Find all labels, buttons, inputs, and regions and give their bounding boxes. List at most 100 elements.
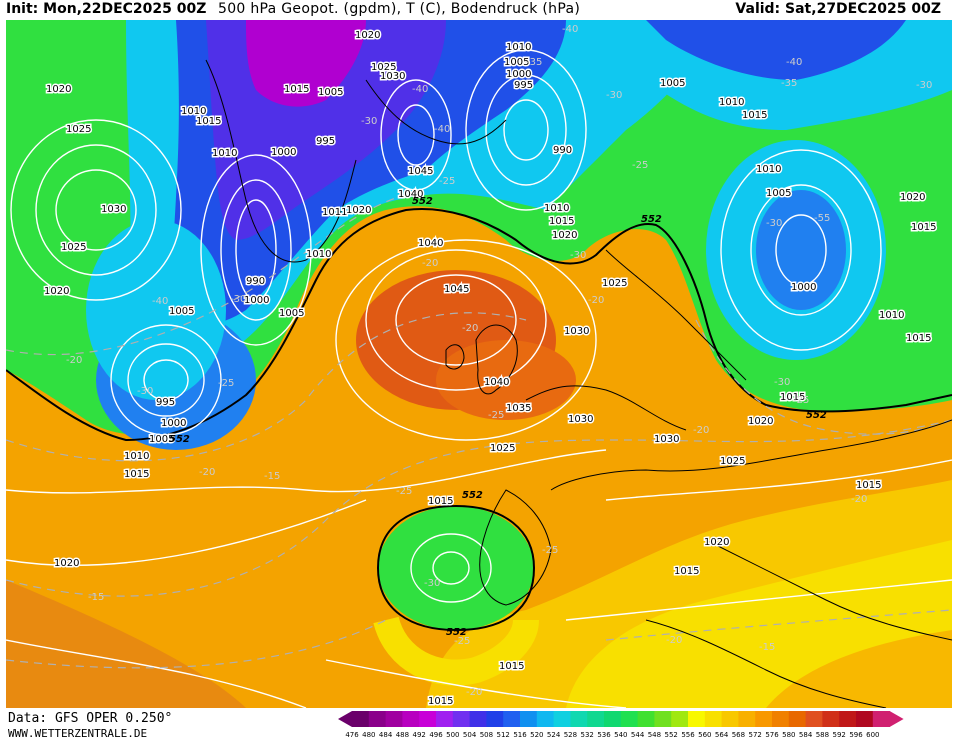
pressure-label: 1025	[66, 124, 91, 135]
colorbar-swatch	[620, 711, 639, 727]
pressure-label: 1015	[911, 222, 936, 233]
pressure-label: 1025	[61, 242, 86, 253]
field-ridge-red2	[436, 340, 576, 420]
pressure-label: 1005	[766, 188, 791, 199]
line-label-552: 552	[446, 627, 467, 638]
colorbar-swatch	[839, 711, 857, 727]
colorbar-swatch	[553, 711, 571, 727]
pressure-label: 1000	[791, 282, 816, 293]
temp-label: -25	[488, 410, 504, 421]
line-label-552: 552	[412, 196, 433, 207]
colorbar-swatch	[805, 711, 823, 727]
temp-label: -15	[88, 592, 104, 603]
pressure-label: 1030	[101, 204, 126, 215]
colorbar-tick-label: 572	[748, 731, 762, 739]
colorbar-swatch	[755, 711, 773, 727]
pressure-label: 990	[553, 145, 572, 156]
colorbar-tick-label: 548	[647, 731, 662, 739]
pressure-label: 1000	[506, 69, 531, 80]
pressure-label: 1010	[719, 97, 744, 108]
data-source: Data: GFS OPER 0.250°	[8, 711, 173, 726]
pressure-label: 1025	[371, 62, 396, 73]
temp-label: -35	[526, 57, 542, 68]
pressure-label: 995	[514, 80, 533, 91]
colorbar-tick-label: 580	[782, 731, 796, 739]
line-label-552: 552	[806, 410, 827, 421]
colorbar-tick-label: 496	[429, 731, 443, 739]
pressure-label: 1010	[506, 42, 531, 53]
temp-label: -20	[66, 355, 82, 366]
pressure-label: 1030	[568, 414, 593, 425]
pressure-label: 1010	[124, 451, 149, 462]
pressure-label: 1011	[322, 207, 347, 218]
pressure-label: 1030	[380, 71, 405, 82]
pressure-label: 1015	[906, 333, 931, 344]
colorbar-tick-label: 600	[866, 731, 880, 739]
colorbar-arrow-left	[338, 711, 352, 727]
colorbar-tick-label: 568	[731, 731, 746, 739]
temp-label: -35	[781, 78, 797, 89]
pressure-label: 1015	[428, 696, 453, 707]
temp-label: -25	[793, 395, 809, 406]
pressure-label: 1040	[398, 189, 423, 200]
temp-label: -30	[774, 377, 790, 388]
colorbar-swatch	[671, 711, 689, 727]
pressure-label: 1005	[660, 78, 685, 89]
colorbar-tick-label: 596	[849, 731, 863, 739]
temp-label: -40	[434, 124, 450, 135]
pressure-label: 1015	[674, 566, 699, 577]
colorbar-tick-label: 504	[462, 731, 477, 739]
pressure-label: 1025	[602, 278, 627, 289]
line-label-552: 552	[641, 214, 662, 225]
map-title: 500 hPa Geopot. (gpdm), T (C), Bodendruc…	[218, 1, 581, 17]
colorbar-swatch	[738, 711, 756, 727]
pressure-label: 1020	[552, 230, 577, 241]
colorbar-tick-label: 512	[496, 731, 510, 739]
colorbar-swatch	[587, 711, 605, 727]
weather-map: 1020 1025 1030 1025 1020 1010 1015 1010 …	[6, 20, 952, 708]
temp-label: -40	[152, 296, 168, 307]
colorbar-swatch	[368, 711, 387, 727]
pressure-label: 1020	[54, 558, 79, 569]
field-cutoff-halo	[373, 616, 539, 686]
field-cutoff-green	[378, 506, 534, 630]
temp-labels: -40 -35 -40 -40 -30 -30 -25 -25 -40 -35 …	[66, 24, 932, 698]
field-ne-blue-top	[646, 20, 906, 80]
pressure-label: 1015	[196, 116, 221, 127]
line-552-north	[6, 208, 952, 442]
colorbar-swatch	[503, 711, 521, 727]
colorbar-swatch	[469, 711, 487, 727]
temp-label: -30	[137, 386, 153, 397]
colorbar-tick-label: 484	[378, 731, 393, 739]
pressure-label: 1020	[46, 84, 71, 95]
pressure-label: 1015	[549, 216, 574, 227]
pressure-label: 1010	[756, 164, 781, 175]
temp-label: -25	[542, 545, 558, 556]
pressure-label: 1015	[742, 110, 767, 121]
pressure-label: 1010	[306, 249, 331, 260]
colorbar-tick-label: 524	[546, 731, 561, 739]
temp-label: -40	[786, 57, 802, 68]
temp-label: -20	[466, 687, 482, 698]
colorbar-swatch	[704, 711, 723, 727]
colorbar-swatch	[486, 711, 504, 727]
temp-label: -25	[396, 486, 412, 497]
pressure-label: 1005	[149, 434, 174, 445]
colorbar-swatch	[536, 711, 555, 727]
pressure-label: 995	[316, 136, 335, 147]
pressure-label: 1020	[748, 416, 773, 427]
colorbar-tick-label: 588	[815, 731, 830, 739]
colorbar-tick-label: 476	[345, 731, 359, 739]
pressure-label: 995	[156, 397, 175, 408]
temp-label: -55	[814, 213, 830, 224]
pressure-label: 1000	[271, 147, 296, 158]
colorbar-swatch	[520, 711, 538, 727]
pressure-label: 1030	[564, 326, 589, 337]
isobars	[6, 49, 952, 708]
colorbar-swatch	[419, 711, 437, 727]
temp-label: -15	[264, 471, 280, 482]
temp-label: -15	[759, 642, 775, 653]
colorbar-tick-label: 584	[798, 731, 813, 739]
temp-label: -20	[199, 467, 215, 478]
pressure-label: 1015	[428, 496, 453, 507]
